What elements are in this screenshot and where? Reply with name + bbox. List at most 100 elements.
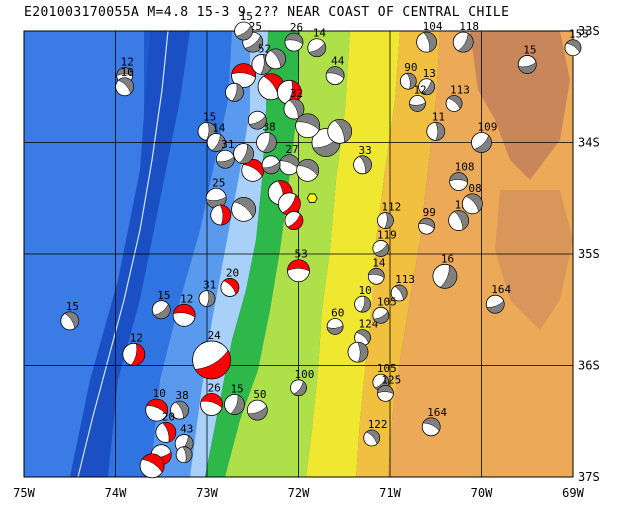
beachball[interactable]: 15 bbox=[224, 383, 245, 415]
beachball[interactable]: 15 bbox=[448, 199, 470, 231]
beachball[interactable]: 12 bbox=[409, 83, 427, 112]
beachball[interactable]: 12 bbox=[172, 292, 196, 327]
beachball[interactable]: 122 bbox=[363, 418, 388, 447]
beachball[interactable] bbox=[265, 48, 287, 70]
beachball[interactable]: 26 bbox=[284, 21, 304, 52]
beachball[interactable]: 32 bbox=[283, 87, 305, 120]
beachball[interactable] bbox=[231, 196, 257, 222]
beachball[interactable]: 109 bbox=[471, 121, 498, 153]
beachball[interactable]: 24 bbox=[192, 329, 231, 380]
beachball[interactable]: 26 bbox=[200, 382, 223, 416]
beachball-quadrant bbox=[287, 213, 304, 230]
beachball[interactable]: 104 bbox=[416, 20, 443, 53]
beachball-quadrant bbox=[279, 154, 300, 170]
beachball[interactable]: 164 bbox=[485, 283, 511, 314]
beachball[interactable]: 31 bbox=[215, 138, 235, 169]
event-depth-label: 43 bbox=[180, 423, 193, 436]
event-depth-label: 14 bbox=[212, 122, 226, 135]
latitude-tick-label: 33S bbox=[578, 24, 600, 38]
beachball[interactable]: 112 bbox=[377, 201, 401, 229]
beachball-quadrant bbox=[406, 73, 417, 90]
beachball[interactable]: 90 bbox=[399, 61, 418, 90]
beachball[interactable]: 11 bbox=[426, 110, 446, 141]
beachball[interactable]: 153 bbox=[564, 28, 589, 57]
beachball[interactable]: 14 bbox=[206, 122, 226, 152]
beachball[interactable] bbox=[175, 446, 193, 464]
beachball[interactable] bbox=[247, 110, 267, 130]
event-depth-label: 105 bbox=[377, 295, 397, 308]
beachball-quadrant bbox=[295, 113, 320, 131]
beachball-quadrant bbox=[231, 83, 244, 102]
beachball[interactable] bbox=[233, 143, 255, 165]
beachball[interactable]: 125 bbox=[377, 373, 401, 402]
beachball[interactable]: 113 bbox=[445, 83, 470, 112]
beachball[interactable] bbox=[295, 113, 321, 139]
beachball-quadrant bbox=[288, 98, 305, 119]
beachball[interactable] bbox=[284, 211, 304, 230]
beachball[interactable]: 113 bbox=[390, 273, 415, 302]
beachball[interactable]: 20 bbox=[220, 266, 240, 297]
beachball[interactable]: 33 bbox=[353, 144, 372, 175]
latitude-tick-label: 37S bbox=[578, 470, 600, 484]
beachball[interactable] bbox=[296, 158, 320, 182]
beachball[interactable] bbox=[261, 155, 281, 175]
beachball[interactable]: 60 bbox=[326, 306, 344, 335]
beachball[interactable] bbox=[276, 79, 302, 105]
beachball[interactable] bbox=[139, 453, 165, 479]
event-depth-label: 31 bbox=[221, 138, 234, 151]
event-depth-label: 25 bbox=[212, 176, 225, 189]
beachball[interactable]: 08 bbox=[461, 182, 483, 215]
beachball[interactable]: 105 bbox=[372, 295, 397, 324]
beachball[interactable]: 16 bbox=[432, 252, 458, 289]
epicenter-hexagon bbox=[306, 193, 318, 203]
beachball[interactable]: 38 bbox=[256, 121, 277, 153]
beachball[interactable] bbox=[241, 158, 265, 182]
beachball[interactable]: 124 bbox=[354, 318, 379, 347]
event-depth-label: 164 bbox=[427, 406, 447, 419]
beachball[interactable]: 38 bbox=[170, 389, 189, 420]
beachball[interactable] bbox=[347, 341, 369, 363]
event-depth-label: 15 bbox=[66, 300, 79, 313]
beachball[interactable]: 118 bbox=[452, 20, 479, 53]
beachball[interactable]: 100 bbox=[290, 368, 315, 397]
event-depth-label: 15 bbox=[230, 383, 243, 396]
beachball[interactable]: 10 bbox=[354, 284, 372, 313]
beachball-quadrant bbox=[293, 380, 307, 397]
beachball-quadrant bbox=[297, 159, 319, 176]
beachball[interactable]: 12 bbox=[122, 331, 146, 366]
beachball[interactable]: 50 bbox=[246, 388, 268, 421]
beachball-quadrant bbox=[239, 144, 254, 164]
beachball-quadrant bbox=[230, 394, 245, 415]
beachball[interactable]: 15 bbox=[151, 289, 171, 320]
beachball[interactable]: 15 bbox=[60, 300, 80, 331]
event-depth-label: 60 bbox=[331, 306, 344, 319]
beachball[interactable]: 119 bbox=[372, 228, 397, 257]
beachball[interactable]: 10 bbox=[145, 387, 169, 422]
beachball[interactable]: 13 bbox=[418, 67, 436, 96]
event-depth-label: 16 bbox=[441, 252, 454, 265]
beachball-quadrant bbox=[418, 218, 435, 230]
beachball[interactable] bbox=[225, 82, 244, 102]
beachball[interactable] bbox=[327, 118, 353, 144]
event-depth-label: 113 bbox=[450, 83, 470, 96]
beachball[interactable]: 53 bbox=[287, 248, 310, 283]
event-depth-label: 31 bbox=[203, 279, 216, 292]
beachball[interactable] bbox=[210, 204, 232, 226]
beachball-quadrant bbox=[216, 156, 235, 169]
event-depth-label: 15 bbox=[203, 110, 216, 123]
beachball[interactable]: 31 bbox=[198, 279, 216, 308]
beachball[interactable]: 164 bbox=[421, 406, 447, 437]
beachball[interactable]: 44 bbox=[325, 55, 345, 85]
beachball-quadrant bbox=[439, 264, 458, 289]
beachball[interactable]: 15 bbox=[517, 43, 537, 74]
beachball[interactable]: 14 bbox=[307, 27, 327, 58]
beachball[interactable]: 99 bbox=[418, 206, 436, 235]
beachball[interactable] bbox=[231, 63, 257, 88]
beachball[interactable]: 20 bbox=[155, 410, 177, 443]
event-depth-label: 90 bbox=[404, 61, 417, 74]
beachball[interactable]: 10 bbox=[115, 66, 135, 97]
beachball[interactable]: 108 bbox=[449, 161, 475, 191]
beachball[interactable] bbox=[277, 192, 301, 216]
beachball[interactable]: 15 bbox=[234, 10, 254, 41]
beachball[interactable]: 14 bbox=[367, 256, 386, 285]
